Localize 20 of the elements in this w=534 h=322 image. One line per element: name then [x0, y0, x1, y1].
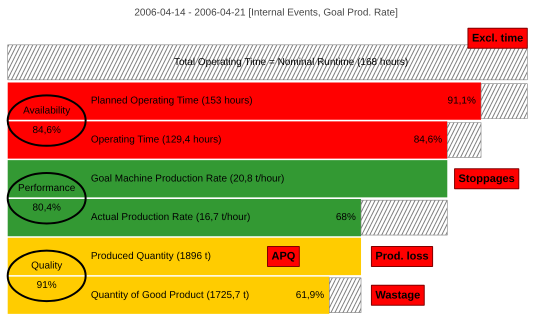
annotation: Excl. time	[472, 32, 524, 44]
data-label: 84,6%	[414, 134, 442, 146]
annotation: Performance 80,4%	[18, 183, 76, 214]
y-tick-label: Goal Machine Production Rate (20,8 t/hour)	[90, 173, 284, 184]
data-label: 91,1%	[448, 96, 476, 107]
annotation: Quality 91%	[31, 260, 62, 292]
y-tick-label: Operating Time (129,4 hours)	[90, 134, 222, 146]
y-tick-label: Actual Production Rate (16,7 t/hour)	[90, 212, 250, 224]
annotation: APQ	[272, 250, 296, 262]
y-tick-label: Produced Quantity (1896 t)	[90, 250, 211, 262]
annotation: Stoppages	[458, 172, 515, 185]
data-label: 68%	[336, 212, 356, 224]
annotation: Wastage	[375, 289, 420, 302]
y-tick-label: Quantity of Good Product (1725,7 t)	[90, 290, 250, 301]
chart-title: 2006-04-14 - 2006-04-21 [Internal Events, Goal Prod. Rate]	[134, 8, 398, 18]
data-label: 61,9%	[296, 290, 324, 301]
y-tick-label: Total Operating Time = Nominal Runtime (168 hours)	[174, 56, 408, 68]
annotation: Availability 84,6%	[23, 105, 70, 136]
y-tick-label: Planned Operating Time (153 hours)	[90, 96, 253, 107]
annotation: Prod. loss	[375, 250, 429, 262]
